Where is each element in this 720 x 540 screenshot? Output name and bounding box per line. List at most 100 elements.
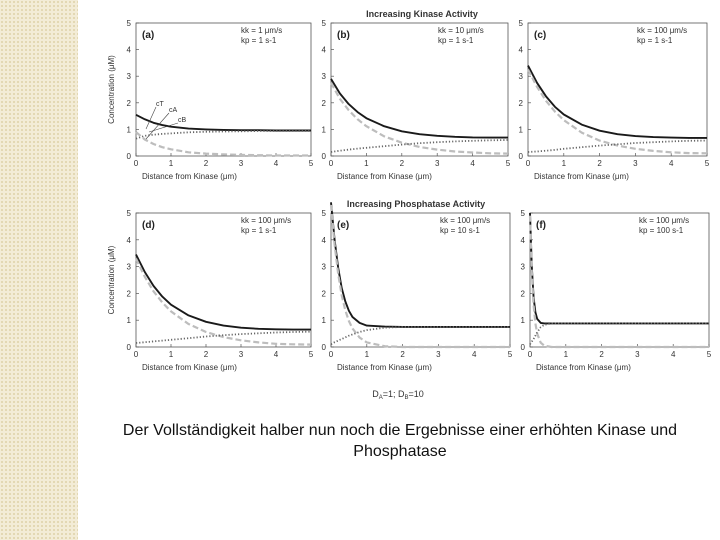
- plot-frame: [135, 212, 312, 348]
- series-line-cT: [330, 78, 508, 139]
- x-tick-label: 1: [562, 159, 567, 168]
- x-tick-label: 2: [204, 350, 209, 359]
- x-axis-label: Distance from Kinase (μm): [337, 172, 432, 181]
- kinase-rate-label: kk = 100 μm/s: [637, 26, 687, 35]
- y-tick-label: 1: [322, 125, 327, 134]
- annotation-pointer: [145, 112, 170, 140]
- y-tick-label: 1: [519, 125, 524, 134]
- y-tick-label: 3: [322, 263, 327, 272]
- y-axis-label: Concentration (μM): [107, 245, 116, 314]
- series-line-cT: [135, 113, 311, 132]
- annotation-label-cA: cA: [169, 107, 178, 114]
- panel-label: (f): [536, 220, 546, 231]
- annotation-pointer: [148, 122, 179, 133]
- y-tick-label: 1: [322, 316, 327, 325]
- y-tick-label: 2: [127, 289, 132, 298]
- y-tick-label: 5: [322, 209, 327, 218]
- y-tick-label: 2: [519, 99, 524, 108]
- series-line-cB: [529, 322, 709, 345]
- x-tick-label: 4: [472, 350, 477, 359]
- series-line-cB: [330, 139, 509, 153]
- y-tick-label: 4: [519, 46, 524, 55]
- y-axis-label: Concentration (μM): [107, 55, 116, 124]
- footnote-a-sub: A: [379, 395, 383, 401]
- y-tick-label: 0: [127, 343, 132, 352]
- x-tick-label: 2: [597, 159, 602, 168]
- y-tick-label: 3: [127, 263, 132, 272]
- phosphatase-rate-label: kp = 100 s-1: [639, 226, 684, 235]
- y-tick-label: 2: [127, 99, 132, 108]
- row-title-kinase: Increasing Kinase Activity: [366, 9, 478, 19]
- plot-frame: [135, 22, 312, 157]
- annotation-label-cB: cB: [178, 117, 187, 124]
- y-tick-label: 4: [127, 236, 132, 245]
- y-tick-label: 5: [519, 19, 524, 28]
- y-tick-label: 4: [127, 46, 132, 55]
- y-tick-label: 1: [127, 125, 132, 134]
- y-tick-label: 5: [521, 209, 526, 218]
- x-tick-label: 0: [134, 350, 139, 359]
- y-tick-label: 1: [127, 316, 132, 325]
- footnote-b-val: =10: [409, 389, 424, 399]
- panel-c: 0 1 2 3 4 5 0 1 2 3 4 5 Distance from Kinase (μm) (c)…: [519, 19, 710, 181]
- x-tick-label: 3: [239, 159, 244, 168]
- x-tick-label: 0: [528, 350, 533, 359]
- series-line-cA: [330, 82, 509, 155]
- x-tick-label: 1: [365, 350, 370, 359]
- x-tick-label: 4: [274, 159, 279, 168]
- plot-frame: [529, 212, 710, 348]
- x-axis-label: Distance from Kinase (μm): [142, 172, 237, 181]
- footnote-a-label: D: [372, 389, 379, 399]
- panel-f: 0 1 2 3 4 5 0 1 2 3 4 5 Distance from Kinase (μm) (f)…: [521, 209, 712, 372]
- decorative-side-strip: [0, 0, 78, 540]
- y-tick-label: 2: [521, 289, 526, 298]
- y-tick-label: 2: [322, 99, 327, 108]
- kinase-rate-label: kk = 100 μm/s: [639, 216, 689, 225]
- x-axis-label: Distance from Kinase (μm): [337, 363, 432, 372]
- y-tick-label: 0: [127, 152, 132, 161]
- panel-b: 0 1 2 3 4 5 0 1 2 3 4 5 Distance from Kinase (μm) (b)…: [322, 19, 511, 181]
- panel-e: 0 1 2 3 4 5 0 1 2 3 4 5 Distance from Kinase (μm) (e)…: [322, 202, 513, 372]
- series-line-cA: [135, 131, 311, 157]
- series-line-cA: [329, 204, 510, 349]
- kinase-rate-label: kk = 10 μm/s: [438, 26, 484, 35]
- phosphatase-rate-label: kp = 1 s-1: [438, 36, 474, 45]
- y-tick-label: 0: [322, 343, 327, 352]
- panel-a: 0 1 2 3 4 5 0 1 2 3 4 5 Distance from Kinase (μm) Con…: [107, 19, 314, 181]
- series-line-cB: [135, 130, 311, 140]
- footnote-b-label: D: [398, 389, 405, 399]
- y-tick-label: 0: [521, 343, 526, 352]
- y-tick-label: 3: [322, 72, 327, 81]
- plot-frame: [330, 22, 509, 157]
- series-line-cA: [528, 215, 709, 349]
- x-tick-label: 3: [635, 350, 640, 359]
- x-tick-label: 1: [364, 159, 369, 168]
- y-tick-label: 4: [521, 236, 526, 245]
- x-tick-label: 5: [309, 159, 314, 168]
- x-tick-label: 5: [508, 350, 513, 359]
- y-tick-label: 0: [322, 152, 327, 161]
- x-tick-label: 2: [400, 159, 405, 168]
- phosphatase-rate-label: kp = 1 s-1: [241, 36, 277, 45]
- x-tick-label: 4: [470, 159, 475, 168]
- x-tick-label: 3: [435, 159, 440, 168]
- x-tick-label: 0: [329, 159, 334, 168]
- y-tick-label: 1: [521, 316, 526, 325]
- y-tick-label: 5: [127, 209, 132, 218]
- x-tick-label: 4: [669, 159, 674, 168]
- x-tick-label: 1: [169, 159, 174, 168]
- series-line-cA: [527, 68, 708, 155]
- kinase-rate-label: kk = 1 μm/s: [241, 26, 282, 35]
- series-line-cA: [135, 258, 312, 346]
- footnote-b-sub: B: [404, 395, 408, 401]
- x-tick-label: 3: [436, 350, 441, 359]
- x-tick-label: 5: [309, 350, 314, 359]
- x-tick-label: 2: [204, 159, 209, 168]
- y-tick-label: 4: [322, 46, 327, 55]
- x-axis-label: Distance from Kinase (μm): [534, 172, 629, 181]
- x-tick-label: 1: [169, 350, 174, 359]
- x-tick-label: 5: [506, 159, 511, 168]
- y-tick-label: 5: [127, 19, 132, 28]
